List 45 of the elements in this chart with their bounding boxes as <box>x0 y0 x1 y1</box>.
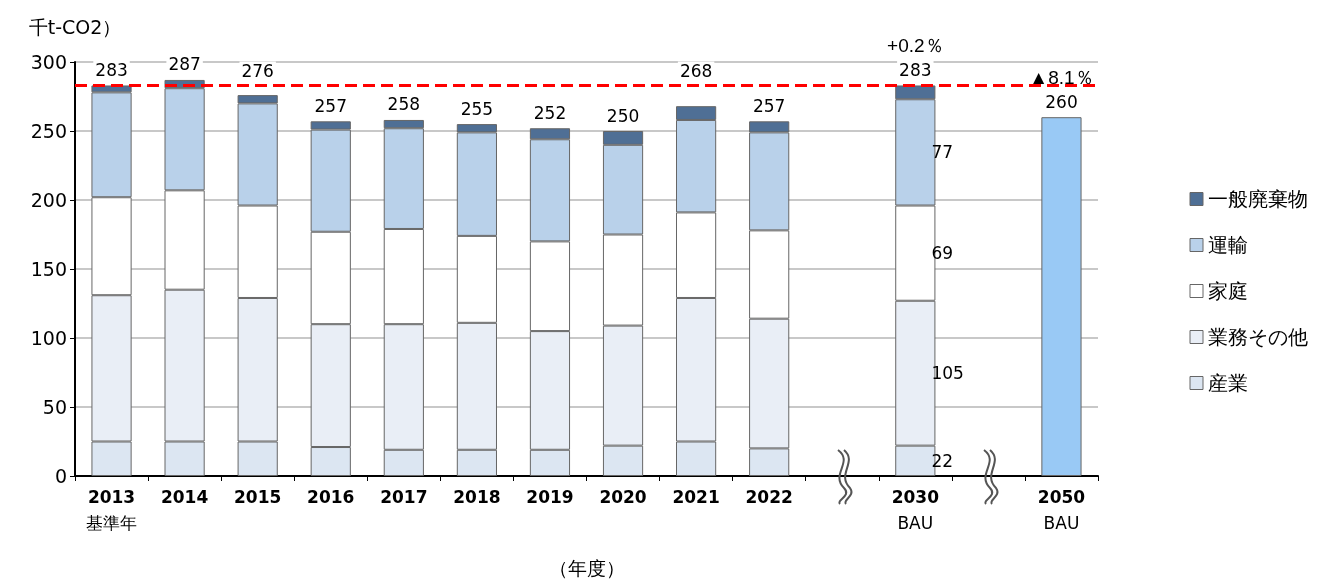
legend-label: 業務その他 <box>1208 325 1308 349</box>
x-tick-label: 2050 BAU <box>1037 487 1086 533</box>
total-label: 283 <box>95 59 128 80</box>
total-label: 258 <box>387 94 421 115</box>
y-tick-label: 150 <box>30 258 67 280</box>
x-tick-label: 2022 <box>745 487 793 507</box>
total-label: 257 <box>752 95 786 116</box>
data-label: 77 <box>931 142 954 163</box>
x-tick-label: 2017 <box>380 487 428 507</box>
total-label: 257 <box>314 95 347 116</box>
y-tick-label: 200 <box>30 189 67 211</box>
x-tick-label: 2014 <box>160 487 209 507</box>
legend-label: 家庭 <box>1208 279 1248 303</box>
total-label: 283 <box>899 59 932 80</box>
x-axis-title: （年度） <box>548 556 625 579</box>
x-tick-label: 2020 <box>599 487 647 507</box>
total-label: 250 <box>606 105 640 126</box>
x-tick-label: 2030 BAU <box>891 487 940 533</box>
x-tick-label: 2013 基準年 <box>86 487 138 533</box>
legend-label: 産業 <box>1208 371 1248 395</box>
bar <box>1041 117 1082 476</box>
total-label: 252 <box>533 102 567 123</box>
total-label: 287 <box>168 54 201 75</box>
y-tick-label: 250 <box>30 120 67 142</box>
x-tick-label: 2016 <box>307 487 355 507</box>
annotation: ▲8.1％ <box>1029 67 1094 89</box>
total-label: 255 <box>460 98 494 119</box>
data-label: 22 <box>931 450 954 471</box>
legend-label: 一般廃棄物 <box>1208 187 1308 211</box>
total-label: 268 <box>679 60 713 81</box>
y-tick-label: 0 <box>54 465 67 487</box>
annotation: +0.2％ <box>887 35 944 57</box>
x-tick-label: 2018 <box>453 487 501 507</box>
total-label: 260 <box>1045 91 1078 112</box>
total-label: 276 <box>241 60 274 81</box>
y-tick-label: 50 <box>42 396 67 418</box>
data-label: 69 <box>931 243 954 264</box>
x-tick-label: 2021 <box>672 487 720 507</box>
x-tick-label: 2015 <box>234 487 282 507</box>
data-label: 105 <box>931 363 964 384</box>
y-tick-label: 100 <box>30 327 67 349</box>
y-tick-label: 300 <box>30 51 67 73</box>
x-tick-label: 2019 <box>526 487 574 507</box>
y-axis-title: 千t-CO2） <box>28 15 122 38</box>
legend-label: 運輸 <box>1208 233 1248 257</box>
